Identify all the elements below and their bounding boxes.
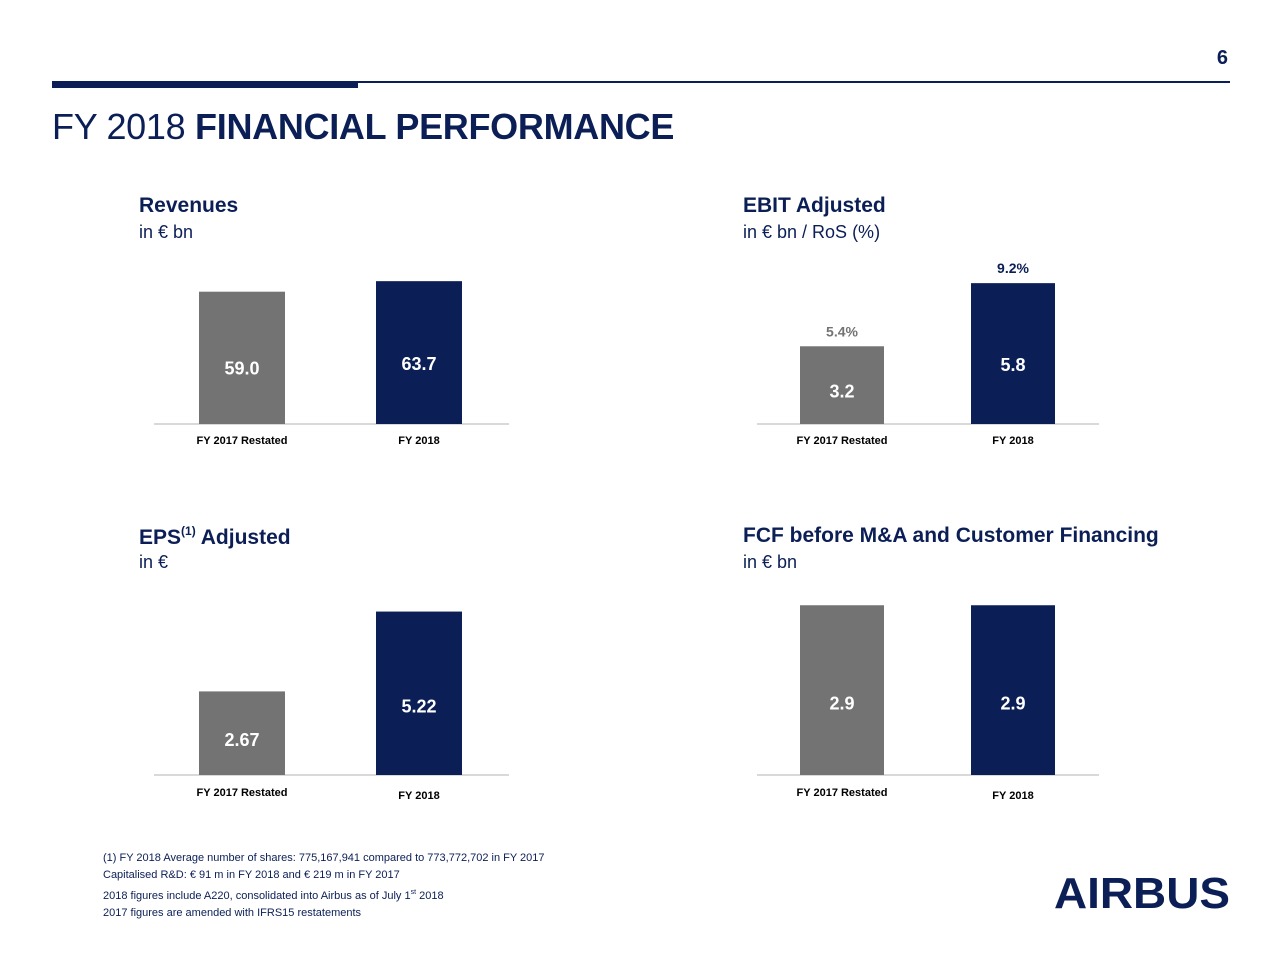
slide-title-prefix: FY 2018 (52, 106, 186, 147)
bar-fy2018 (376, 611, 462, 775)
bar-value-label: 3.2 (829, 381, 854, 401)
revenues-title: Revenues (139, 194, 239, 217)
ros-label: 9.2% (997, 260, 1029, 276)
bar-value-label: 5.22 (401, 696, 436, 716)
airbus-logo-text: AIRBUS (1054, 872, 1230, 912)
header-accent-bar (52, 83, 358, 88)
bar-fy2018 (971, 605, 1055, 775)
bar-value-label: 63.7 (401, 354, 436, 374)
category-label: FY 2017 Restated (197, 435, 288, 447)
header-rule (52, 81, 1230, 83)
bar-value-label: 5.8 (1000, 355, 1025, 375)
bar-value-label: 59.0 (224, 358, 259, 378)
eps-panel: EPS(1) Adjusted in € 2.67 FY 2017 Restate… (139, 524, 519, 804)
fcf-chart: 2.9 FY 2017 Restated 2.9 FY 2018 (757, 605, 1099, 802)
ros-label: 5.4% (826, 323, 858, 339)
ebit-unit: in € bn / RoS (%) (743, 222, 881, 242)
bar-fy2017-restated (199, 291, 285, 424)
ebit-title: EBIT Adjusted (743, 194, 886, 217)
bar-value-label: 2.9 (1000, 694, 1025, 714)
eps-title: EPS(1) Adjusted (139, 524, 291, 549)
bar-fy2017-restated (199, 691, 285, 775)
footnote-2: Capitalised R&D: € 91 m in FY 2018 and €… (103, 869, 400, 881)
footnotes: (1) FY 2018 Average number of shares: 77… (103, 850, 545, 922)
fcf-unit: in € bn (743, 552, 798, 572)
revenues-unit: in € bn (139, 222, 194, 242)
eps-unit: in € (139, 552, 169, 572)
category-label: FY 2018 (398, 790, 439, 802)
category-label: FY 2017 Restated (197, 787, 288, 799)
category-label: FY 2018 (992, 435, 1033, 447)
category-label: FY 2018 (398, 435, 439, 447)
eps-chart: 2.67 FY 2017 Restated 5.22 FY 2018 (154, 611, 509, 802)
category-label: FY 2017 Restated (797, 787, 888, 799)
airbus-logo: AIRBUS (1054, 872, 1230, 912)
revenues-panel: Revenues in € bn 59.0 FY 2017 Restated 63.… (139, 194, 519, 464)
footnote-4: 2017 figures are amended with IFRS15 res… (103, 907, 362, 919)
bar-value-label: 2.67 (224, 730, 259, 750)
bar-value-label: 2.9 (829, 694, 854, 714)
bar-fy2017-restated (800, 346, 884, 424)
bar-fy2018 (376, 281, 462, 424)
footnote-3: 2018 figures include A220, consolidated … (103, 889, 444, 902)
fcf-panel: FCF before M&A and Customer Financing in… (743, 524, 1173, 804)
revenues-chart: 59.0 FY 2017 Restated 63.7 FY 2018 (154, 281, 509, 447)
category-label: FY 2017 Restated (797, 435, 888, 447)
footnote-1: (1) FY 2018 Average number of shares: 77… (103, 852, 545, 864)
category-label: FY 2018 (992, 790, 1033, 802)
bar-fy2018 (971, 283, 1055, 424)
fcf-title: FCF before M&A and Customer Financing (743, 524, 1159, 547)
ebit-panel: EBIT Adjusted in € bn / RoS (%) 3.2 5.4% F… (743, 194, 1123, 464)
bar-fy2017-restated (800, 605, 884, 775)
slide-title-emphasis: FINANCIAL PERFORMANCE (195, 106, 675, 147)
ebit-chart: 3.2 5.4% FY 2017 Restated 5.8 9.2% FY 2018 (757, 260, 1099, 447)
page-number: 6 (1216, 47, 1228, 69)
slide-title: FY 2018 FINANCIAL PERFORMANCE (52, 106, 674, 148)
